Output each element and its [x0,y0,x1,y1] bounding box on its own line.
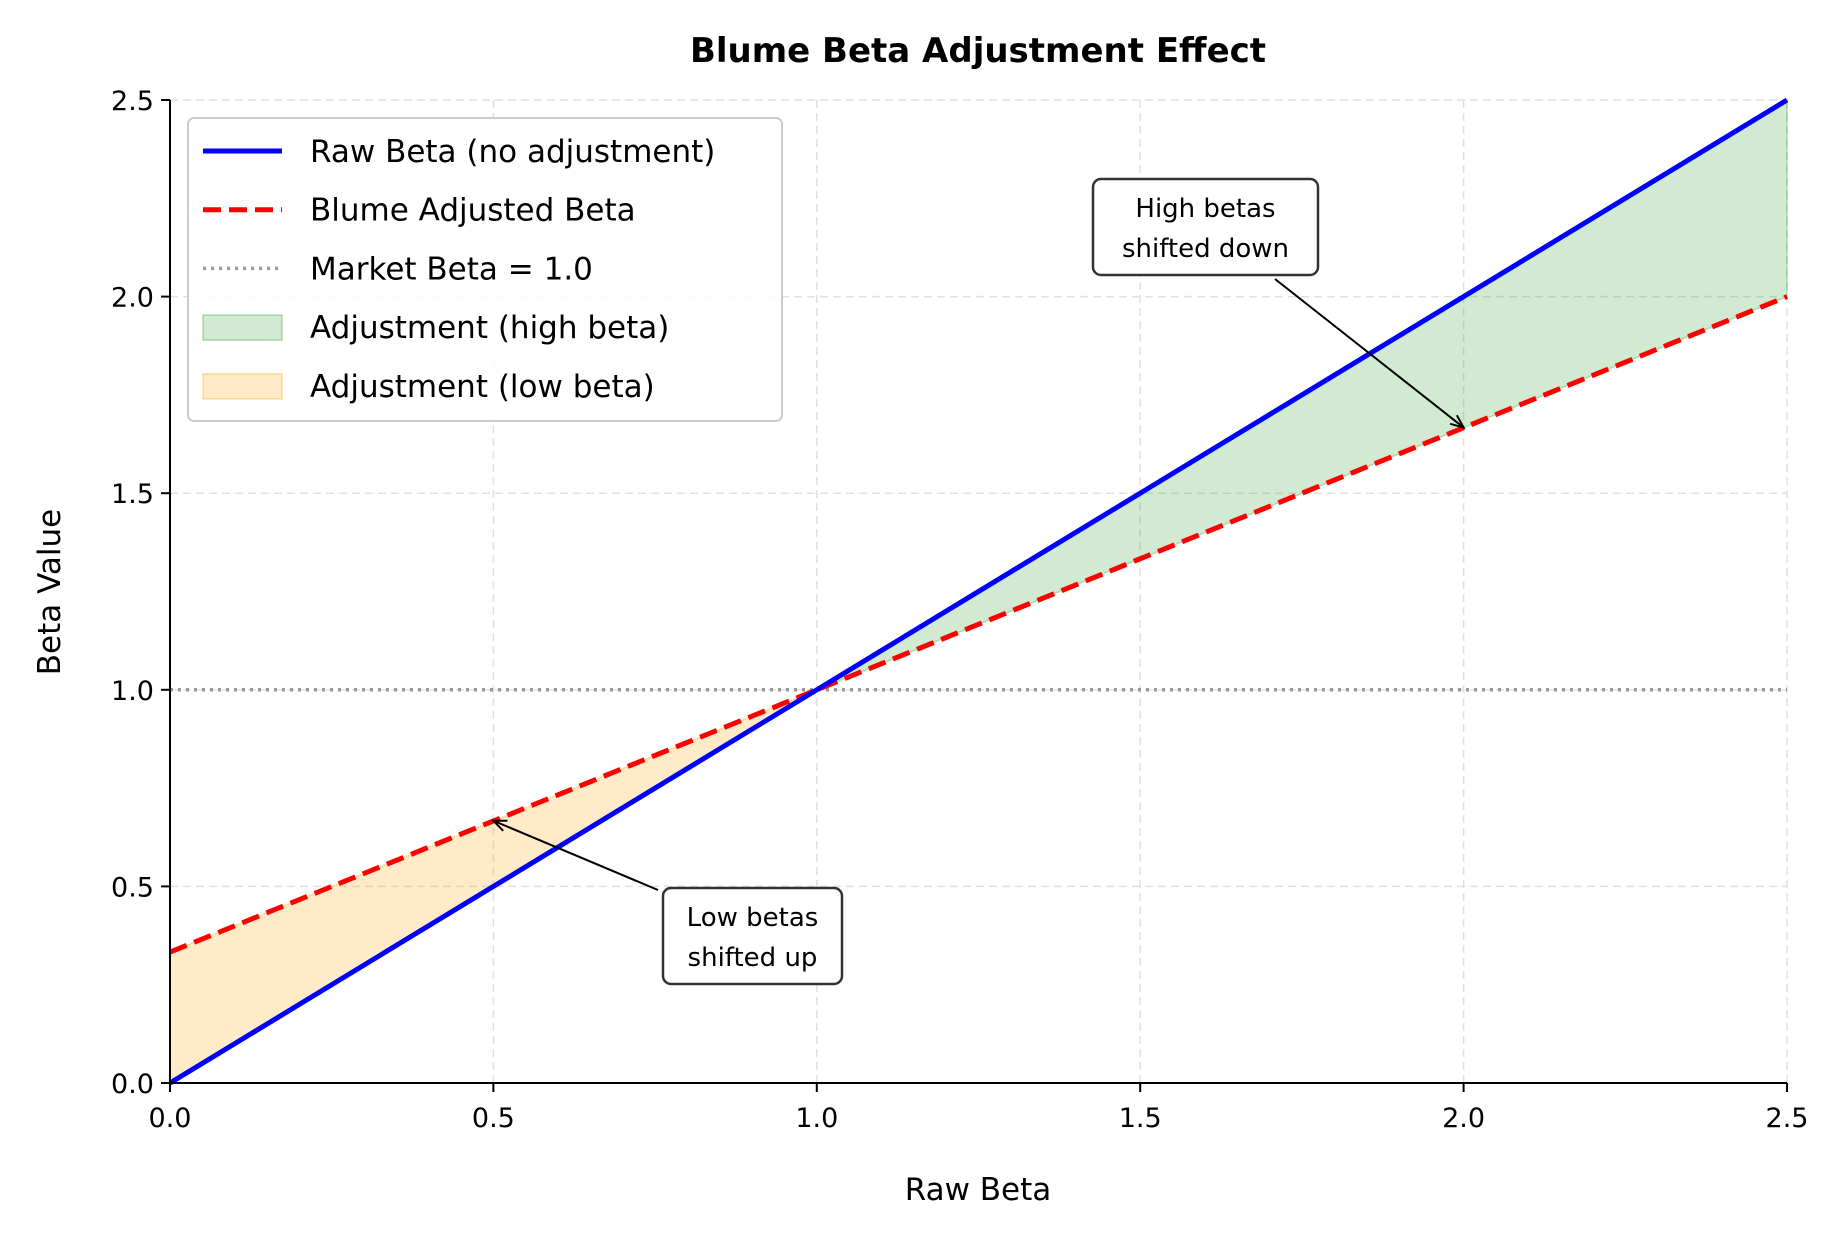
x-tick-label: 1.5 [1119,1103,1162,1134]
series-line [169,294,1788,955]
chart-title: Blume Beta Adjustment Effect [690,31,1266,71]
x-tick-label: 1.0 [795,1103,838,1134]
annotation-box [1091,177,1320,277]
legend-swatch [202,314,283,341]
legend: Raw Beta (no adjustment) Blume Adjusted B… [187,117,783,422]
annotation-text: High betas [1135,194,1275,224]
y-axis-label: Beta Value [32,509,68,675]
annotation-text: shifted down [1122,234,1289,264]
legend-swatch [202,373,283,400]
y-tick-label: 1.0 [111,676,154,707]
annotation-box [661,886,844,986]
x-axis-label: Raw Beta [905,1172,1052,1208]
axes: 0.0 0.5 1.0 1.5 2.0 2.5 0.0 0.5 1.0 1.5 2.0 2.5 [111,86,1808,1134]
x-tick-label: 0.0 [149,1103,192,1134]
y-tick-label: 0.5 [111,872,154,903]
legend-label: Market Beta = 1.0 [310,251,593,287]
arrowhead-icon [1449,414,1466,430]
series-lines [168,97,1789,1086]
x-tick-label: 2.0 [1442,1103,1485,1134]
annotation-text: shifted up [688,943,818,973]
y-tick-label: 1.5 [111,479,154,510]
legend-label: Adjustment (low beta) [310,369,655,405]
x-tick-label: 0.5 [472,1103,515,1134]
annotation-text: Low betas [687,903,819,933]
legend-label: Raw Beta (no adjustment) [310,134,715,170]
y-tick-label: 2.0 [111,283,154,314]
x-tick-label: 2.5 [1766,1103,1809,1134]
y-tick-label: 2.5 [111,86,154,117]
annotation-arrow [1274,278,1465,429]
y-tick-label: 0.0 [111,1069,154,1100]
legend-label: Blume Adjusted Beta [310,193,636,229]
series-line [168,97,1789,1086]
annotation-arrow [493,819,659,891]
legend-label: Adjustment (high beta) [310,310,669,346]
annotations: High betas shifted down Low betas shifted u… [491,177,1466,986]
legend-box [187,117,783,422]
arrowhead-icon [491,819,508,832]
